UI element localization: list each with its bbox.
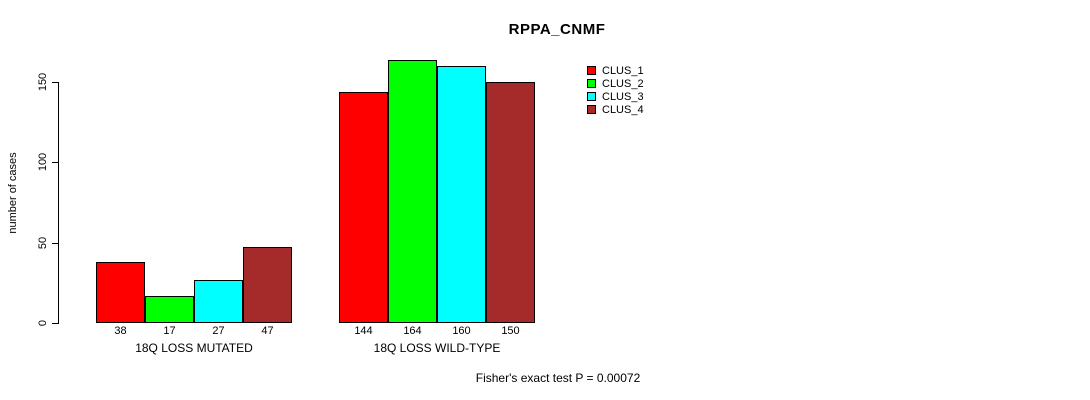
bar-value-label: 144 — [354, 325, 373, 337]
category-label: 18Q LOSS WILD-TYPE — [373, 341, 501, 355]
bar-value-label: 27 — [212, 325, 225, 337]
bar-value-label: 164 — [403, 325, 422, 337]
bar-clus-3 — [194, 280, 243, 323]
chart-title: RPPA_CNMF — [508, 21, 606, 38]
legend: CLUS_1 CLUS_2 CLUS_3 CLUS_4 — [587, 64, 644, 116]
bar-clus-4 — [486, 82, 535, 323]
bar-clus-2 — [388, 60, 437, 323]
y-tick-label: 0 — [37, 319, 49, 327]
y-tick-label: 150 — [37, 72, 49, 92]
fisher-test-annotation: Fisher's exact test P = 0.00072 — [475, 371, 641, 385]
legend-label: CLUS_2 — [602, 77, 644, 90]
legend-label: CLUS_3 — [602, 90, 644, 103]
legend-swatch-icon — [587, 92, 596, 101]
legend-label: CLUS_1 — [602, 64, 644, 77]
bar-clus-1 — [96, 262, 145, 323]
legend-item: CLUS_4 — [587, 103, 644, 116]
y-tick — [52, 323, 58, 324]
legend-swatch-icon — [587, 79, 596, 88]
bar-clus-4 — [243, 247, 292, 323]
y-tick — [52, 243, 58, 244]
y-tick — [52, 162, 58, 163]
bar-value-label: 160 — [452, 325, 471, 337]
y-axis-line — [58, 82, 59, 324]
legend-label: CLUS_4 — [602, 103, 644, 116]
bar-value-label: 150 — [501, 325, 520, 337]
bar-clus-1 — [339, 92, 388, 323]
bar-clus-3 — [437, 66, 486, 323]
y-tick-label: 100 — [37, 152, 49, 172]
bar-value-label: 38 — [114, 325, 127, 337]
legend-swatch-icon — [587, 105, 596, 114]
legend-item: CLUS_1 — [587, 64, 644, 77]
y-tick — [52, 82, 58, 83]
bar-clus-2 — [145, 296, 194, 323]
y-tick-label: 50 — [37, 236, 49, 250]
bar-value-label: 47 — [261, 325, 274, 337]
legend-swatch-icon — [587, 66, 596, 75]
category-label: 18Q LOSS MUTATED — [135, 341, 253, 355]
legend-item: CLUS_3 — [587, 90, 644, 103]
bar-value-label: 17 — [163, 325, 176, 337]
legend-item: CLUS_2 — [587, 77, 644, 90]
